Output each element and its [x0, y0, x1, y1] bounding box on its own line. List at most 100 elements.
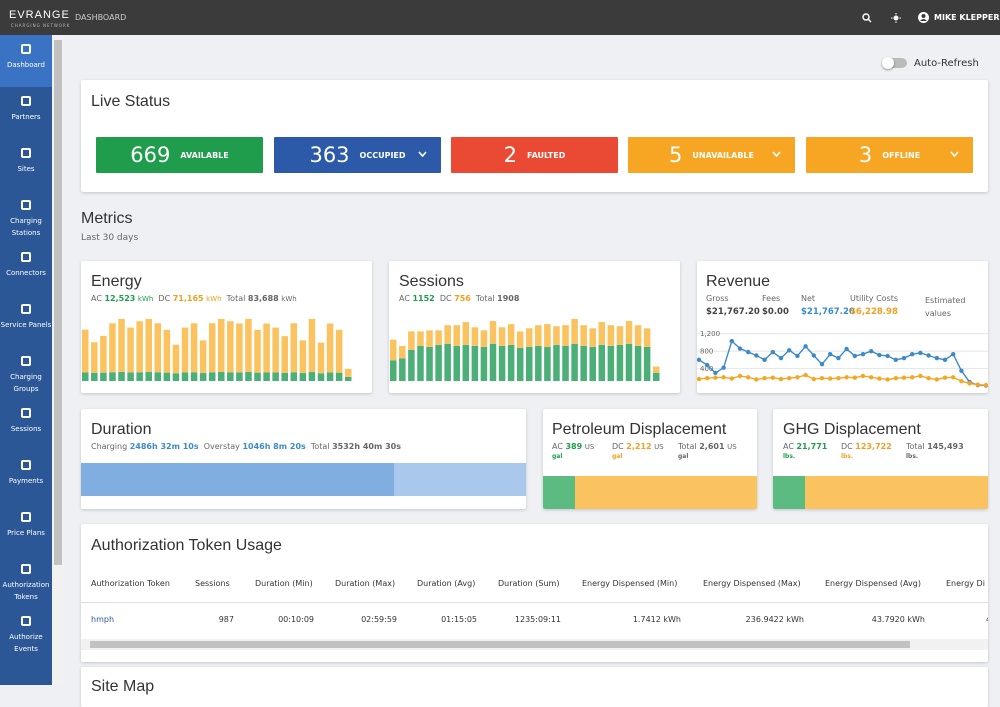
bar-dc — [589, 328, 596, 347]
nav-label: Payments — [8, 477, 44, 485]
bar-ac — [100, 372, 107, 381]
point — [893, 375, 898, 381]
nav-icon — [21, 460, 31, 470]
status-tile[interactable]: 5 UNAVAILABLE — [628, 137, 795, 173]
cell: 00:10:09 — [278, 615, 314, 624]
nav-label: Charging Groups — [10, 373, 42, 393]
sessions-card: Sessions AC 1152 DC 756 Total 1908 — [389, 261, 680, 393]
nav-item[interactable]: Connectors — [0, 243, 52, 295]
point — [844, 375, 849, 380]
point — [803, 344, 808, 349]
point — [942, 357, 948, 363]
nav-item[interactable]: Partners — [0, 87, 52, 139]
bar-ac — [553, 344, 560, 381]
bar-dc — [544, 324, 551, 347]
nav-item[interactable]: Charging Stations — [0, 191, 52, 243]
stat: AC 389 US gal — [552, 442, 594, 460]
bar-ac — [136, 372, 143, 381]
bar-ac — [236, 372, 243, 381]
bar-dc — [390, 339, 397, 361]
card-title: Duration — [91, 421, 152, 438]
nav-item[interactable]: Service Panels — [0, 295, 52, 347]
status-tile[interactable]: 3 OFFLINE — [806, 137, 973, 173]
nav-item[interactable]: Price Plans — [0, 503, 52, 555]
search-icon[interactable] — [862, 13, 872, 23]
point — [901, 355, 907, 361]
scroll-thumb[interactable] — [54, 40, 62, 565]
point — [746, 349, 751, 355]
status-tile[interactable]: 363 OCCUPIED — [274, 137, 441, 173]
nav-icon — [21, 96, 31, 106]
nav-item[interactable]: Payments — [0, 451, 52, 503]
nav-item[interactable]: Dashboard — [0, 35, 52, 87]
point — [852, 353, 857, 359]
unit: gal — [552, 453, 563, 460]
status-count: 2 — [503, 143, 518, 167]
nav-item[interactable]: Authorization Tokens — [0, 555, 52, 607]
value: 2,212 — [626, 442, 652, 451]
bar-ac — [199, 373, 207, 381]
bar-dc — [91, 342, 98, 373]
bar-ac — [543, 476, 575, 509]
nav-item[interactable]: Sessions — [0, 399, 52, 451]
column-header: Energy Dispensed (Avg) — [825, 579, 921, 588]
cell: 02:59:59 — [361, 615, 397, 624]
unit: kWh — [281, 295, 297, 303]
toggle-knob — [882, 57, 894, 69]
bar-dc — [535, 325, 542, 346]
value: 2486h 32m 10s — [129, 442, 199, 451]
user-name[interactable]: MIKE KLEPPER — [934, 13, 1000, 22]
theme-icon[interactable] — [891, 13, 901, 23]
stat-value: $21,767.20 — [801, 307, 855, 317]
bar-ac — [408, 350, 415, 381]
value: 3532h 40m 30s — [332, 442, 401, 451]
chevron-path — [772, 151, 781, 158]
cell[interactable]: hmph — [91, 615, 115, 624]
bar-dc — [326, 323, 334, 373]
column-header: Energy Dispensed (Max) — [703, 579, 801, 588]
bar-dc — [805, 476, 988, 509]
status-tile[interactable]: 2 FAULTED — [451, 137, 618, 173]
point — [951, 351, 956, 357]
cell: 43.7920 kWh — [871, 615, 925, 624]
unit: kWh — [137, 295, 154, 303]
scroll-thumb[interactable] — [90, 641, 910, 648]
bar-dc — [254, 329, 261, 373]
nav-item[interactable]: Charging Groups — [0, 347, 52, 399]
bar-ac — [535, 345, 542, 381]
bar-ac — [453, 345, 460, 381]
logo[interactable]: EVRANGE — [9, 9, 70, 21]
sidebar: Dashboard Partners Sites Charging Stations C… — [0, 35, 52, 685]
label: DC — [439, 294, 452, 303]
bar-dc — [526, 328, 533, 347]
point — [885, 353, 890, 359]
status-tile[interactable]: 669 AVAILABLE — [96, 137, 263, 173]
label: Total — [226, 294, 246, 303]
nav-item[interactable]: Authorize Events — [0, 607, 52, 659]
stat: AC 21,771 lbs. — [783, 442, 827, 460]
bar-dc — [462, 322, 470, 345]
unit: lbs. — [783, 453, 796, 460]
bar-ac — [773, 476, 806, 509]
chevron — [418, 151, 427, 158]
user-icon[interactable] — [918, 12, 929, 23]
stat-label: Gross — [706, 294, 729, 303]
bar-dc — [281, 336, 288, 373]
bar-dc — [580, 325, 587, 346]
toggle[interactable] — [882, 57, 907, 69]
bar-dc — [652, 366, 660, 373]
point — [926, 353, 931, 358]
status-count: 3 — [858, 143, 873, 167]
chevron-path — [418, 151, 427, 158]
stat: DC 123,722 lbs. — [841, 442, 892, 460]
stat-label: Utility Costs — [850, 294, 899, 303]
stat-label: Fees — [762, 294, 781, 303]
bar-dc — [272, 327, 279, 373]
bar-ac — [227, 372, 234, 381]
nav-item[interactable]: Sites — [0, 139, 52, 191]
bar-dc — [208, 323, 216, 373]
bar-ac — [435, 344, 442, 381]
value: 756 — [454, 294, 471, 303]
point — [762, 357, 767, 363]
status-count: 363 — [309, 143, 350, 167]
